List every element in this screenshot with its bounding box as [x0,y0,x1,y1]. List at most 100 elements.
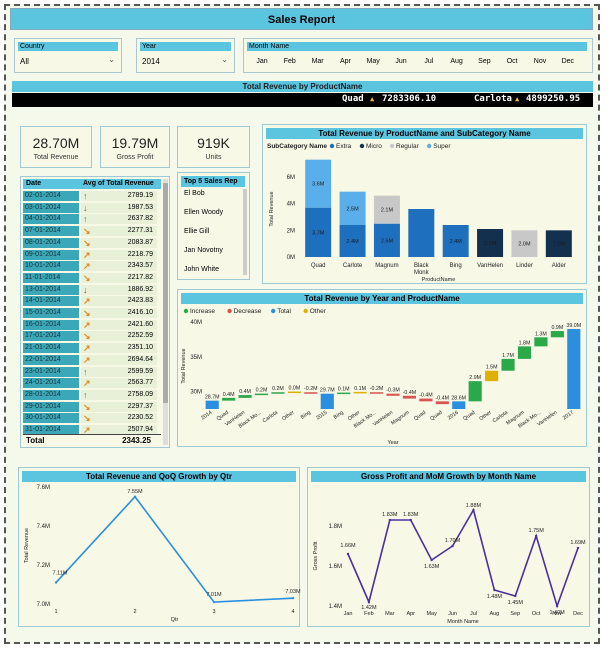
waterfall-bar[interactable] [304,392,318,394]
waterfall-bar[interactable] [205,400,219,409]
bar-segment[interactable] [442,225,469,257]
table-row[interactable]: 28-01-2014 ↑ 2758.09 [23,389,161,401]
data-point[interactable] [346,552,350,556]
waterfall-bar[interactable] [238,395,252,398]
month-option[interactable]: Feb [283,58,296,65]
waterfall-bar[interactable] [353,391,367,394]
month-option[interactable]: Dec [561,58,575,65]
sales-rep-item[interactable]: John White [184,266,220,273]
data-point[interactable] [493,588,496,592]
table-row[interactable]: 11-01-2014 ↘ 2217.82 [23,272,161,284]
country-slicer[interactable]: Country All ⌄ [14,38,122,73]
top5-scrollbar[interactable] [243,189,247,275]
table-row[interactable]: 24-01-2014 ↗ 2563.77 [23,378,161,389]
table-row[interactable]: 03-01-2014 ↓ 1987.53 [23,202,161,214]
table-row[interactable]: 29-01-2014 ↘ 2297.37 [23,401,161,413]
table-row[interactable]: 08-01-2014 ↘ 2083.87 [23,237,161,249]
series-line[interactable] [347,507,579,609]
table-row[interactable]: 09-01-2014 ↗ 2218.79 [23,249,161,261]
waterfall-data-label: -0.3M [386,388,400,394]
month-option[interactable]: May [366,58,380,65]
table-row[interactable]: 02-01-2014 ↑ 2789.19 [23,191,161,202]
month-option[interactable]: Oct [506,58,518,65]
data-point[interactable] [388,518,392,522]
table-row[interactable]: 21-01-2014 ↗ 2351.10 [23,343,161,354]
waterfall-bar[interactable] [517,346,532,359]
data-point[interactable] [367,600,371,604]
waterfall-bar[interactable] [468,381,482,402]
month-option[interactable]: Nov [533,58,547,65]
data-point[interactable] [430,558,433,562]
table-row[interactable]: 16-01-2014 ↗ 2421.60 [23,319,161,331]
data-point[interactable] [212,600,216,604]
waterfall-bar[interactable] [567,328,581,409]
table-row[interactable]: 15-01-2014 ↘ 2416.10 [23,308,161,319]
waterfall-bar[interactable] [452,401,466,409]
data-point[interactable] [133,495,137,498]
month-option[interactable]: Sep [478,58,491,65]
month-slicer[interactable]: Month Name Jan Feb Mar Apr May Jun Jul Aug Sep Oc… [243,38,593,73]
waterfall-bar[interactable] [386,393,400,396]
sales-rep-item[interactable]: Jan Novotny [184,247,223,254]
table-row[interactable]: 13-01-2014 ↓ 1886.92 [23,284,161,296]
waterfall-bar[interactable] [369,392,384,394]
data-point[interactable] [576,546,580,550]
table-row[interactable]: 30-01-2014 ↘ 2230.52 [23,413,161,424]
bar-segment[interactable] [373,223,400,257]
bar-segment[interactable] [339,191,366,225]
data-point[interactable] [555,604,559,608]
data-point[interactable] [409,518,412,522]
waterfall-bar[interactable] [271,392,285,394]
month-option[interactable]: Apr [339,58,351,65]
waterfall-bar[interactable] [534,337,548,347]
scrollbar-thumb[interactable] [163,183,168,403]
month-option[interactable]: Jul [424,58,434,65]
sales-rep-item[interactable]: El Bob [184,190,205,197]
series-line[interactable] [55,495,294,603]
month-option[interactable]: Aug [450,58,463,65]
waterfall-bar[interactable] [435,401,449,405]
waterfall-bar[interactable] [485,370,499,382]
bar-segment[interactable] [305,207,332,257]
waterfall-bar[interactable] [402,395,417,399]
bar-segment[interactable] [373,195,400,224]
sales-rep-item[interactable]: Ellen Woody [184,209,224,216]
sales-rep-item[interactable]: Ellie Gill [184,228,210,235]
data-point[interactable] [54,581,58,584]
data-point[interactable] [534,534,538,538]
waterfall-bar[interactable] [254,393,269,396]
bar-segment[interactable] [408,209,435,257]
table-row[interactable]: 22-01-2014 ↗ 2694.64 [23,354,161,366]
table-row[interactable]: 14-01-2014 ↗ 2423.83 [23,296,161,307]
table-scrollbar[interactable] [163,179,168,445]
table-row[interactable]: 31-01-2014 ↗ 2507.94 [23,425,161,436]
waterfall-bar[interactable] [501,358,515,371]
table-row[interactable]: 23-01-2014 ↑ 2599.59 [23,366,161,378]
table-row[interactable]: 10-01-2014 ↗ 2343.57 [23,261,161,272]
month-option[interactable]: Mar [311,58,324,65]
waterfall-bar[interactable] [337,392,351,395]
table-row[interactable]: 04-01-2014 ↑ 2637.82 [23,214,161,225]
data-point[interactable] [451,544,454,548]
bar-segment[interactable] [305,159,332,208]
table-row[interactable]: 17-01-2014 ↘ 2252.59 [23,331,161,342]
data-point[interactable] [291,596,295,600]
bar-segment[interactable] [511,230,538,257]
waterfall-bar[interactable] [287,391,301,394]
bar-segment[interactable] [545,230,572,257]
chevron-down-icon[interactable]: ⌄ [108,55,115,64]
waterfall-bar[interactable] [320,393,334,409]
chevron-down-icon[interactable]: ⌄ [221,55,228,64]
table-row[interactable]: 07-01-2014 ↘ 2277.31 [23,226,161,237]
waterfall-bar[interactable] [222,397,236,401]
month-option[interactable]: Jan [256,58,268,65]
data-point[interactable] [514,594,517,598]
bar-segment[interactable] [477,229,504,257]
month-option[interactable]: Jun [395,58,407,65]
waterfall-bar[interactable] [419,398,433,402]
waterfall-data-label: 1.5M [486,365,498,371]
year-slicer[interactable]: Year 2014 ⌄ [136,38,235,73]
waterfall-bar[interactable] [550,331,564,338]
bar-segment[interactable] [339,225,366,257]
data-point[interactable] [472,508,475,512]
